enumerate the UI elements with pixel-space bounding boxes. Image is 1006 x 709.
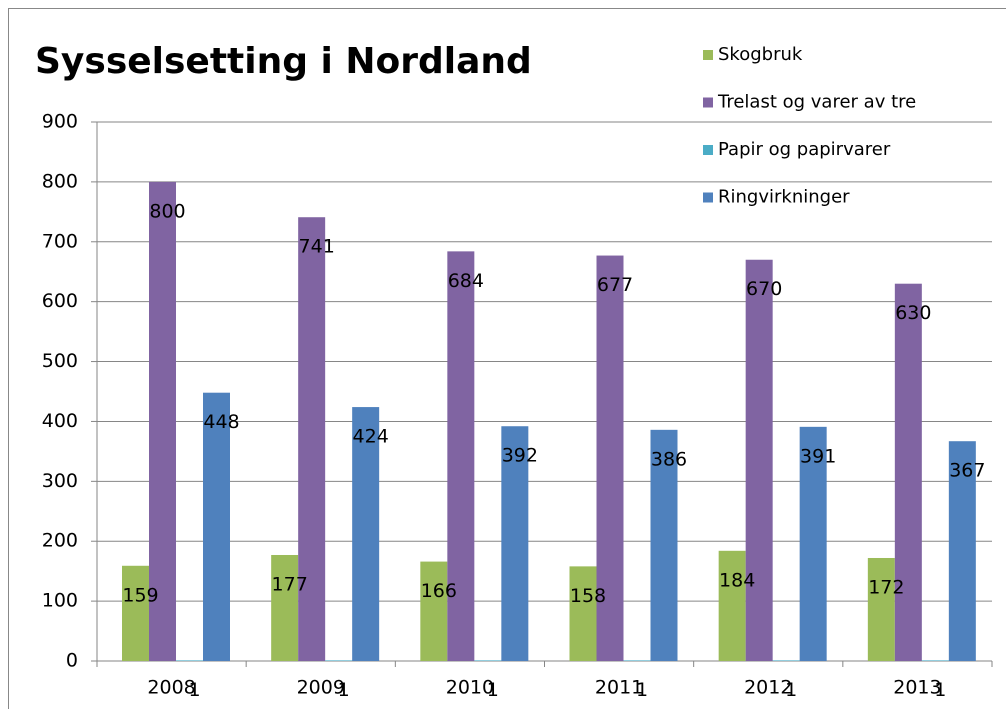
bar bbox=[501, 426, 529, 661]
bar bbox=[623, 660, 651, 661]
bar bbox=[149, 181, 176, 661]
y-tick-label: 600 bbox=[42, 290, 78, 312]
legend-label: Trelast og varer av tre bbox=[717, 92, 916, 113]
data-label: 1 bbox=[785, 679, 797, 701]
data-label: 741 bbox=[299, 236, 335, 258]
data-label: 158 bbox=[570, 585, 606, 607]
data-label: 424 bbox=[353, 426, 389, 448]
legend: Skogbruk Trelast og varer av tre Papir og … bbox=[703, 44, 916, 208]
legend-label: Skogbruk bbox=[718, 44, 803, 65]
data-label: 166 bbox=[421, 580, 457, 602]
data-label: 1 bbox=[188, 679, 200, 701]
data-label: 670 bbox=[746, 278, 782, 300]
x-tick-label: 2013 bbox=[893, 677, 941, 699]
bar bbox=[447, 251, 475, 662]
data-label: 172 bbox=[868, 576, 904, 598]
y-tick-label: 0 bbox=[66, 650, 78, 672]
bar bbox=[271, 554, 299, 661]
bar bbox=[122, 565, 149, 661]
x-tick-label: 2009 bbox=[297, 677, 345, 699]
bar bbox=[596, 255, 624, 661]
y-tick-label: 400 bbox=[42, 410, 78, 432]
legend-swatch bbox=[703, 145, 713, 155]
x-tick-label: 2008 bbox=[147, 677, 195, 699]
bar bbox=[298, 217, 326, 661]
data-label: 684 bbox=[448, 270, 484, 292]
bar bbox=[799, 426, 827, 661]
data-label: 1 bbox=[636, 679, 648, 701]
x-tick-label: 2012 bbox=[744, 677, 792, 699]
x-tick-label: 2011 bbox=[595, 677, 643, 699]
legend-label: Ringvirkninger bbox=[718, 187, 850, 208]
bar bbox=[203, 392, 230, 661]
data-label: 392 bbox=[502, 445, 538, 467]
data-label: 677 bbox=[597, 274, 633, 296]
legend-swatch bbox=[703, 192, 713, 203]
data-label: 391 bbox=[800, 445, 836, 467]
bar bbox=[420, 561, 448, 661]
y-tick-label: 800 bbox=[42, 170, 78, 192]
y-tick-label: 500 bbox=[42, 350, 78, 372]
bar bbox=[948, 441, 976, 661]
bar bbox=[718, 550, 746, 661]
data-label: 386 bbox=[651, 448, 687, 470]
data-label: 630 bbox=[895, 302, 931, 324]
bar bbox=[867, 557, 895, 661]
bar bbox=[569, 566, 597, 661]
legend-swatch bbox=[703, 97, 713, 108]
data-label: 1 bbox=[487, 679, 499, 701]
bar bbox=[745, 259, 773, 661]
y-tick-label: 900 bbox=[42, 111, 78, 133]
data-label: 177 bbox=[272, 573, 308, 595]
y-tick-label: 100 bbox=[42, 590, 78, 612]
bar bbox=[772, 660, 800, 661]
bar bbox=[176, 660, 203, 661]
bar bbox=[474, 660, 502, 661]
data-label: 1 bbox=[338, 679, 350, 701]
bar bbox=[894, 283, 922, 661]
x-tick-label: 2010 bbox=[446, 677, 494, 699]
bar bbox=[325, 660, 353, 661]
bar bbox=[921, 660, 949, 661]
bar bbox=[352, 407, 380, 661]
data-label: 184 bbox=[719, 569, 755, 591]
y-tick-label: 700 bbox=[42, 230, 78, 252]
data-label: 367 bbox=[949, 460, 985, 482]
data-label: 1 bbox=[934, 679, 946, 701]
chart-title: Sysselsetting i Nordland bbox=[35, 41, 532, 82]
legend-swatch bbox=[703, 50, 713, 60]
data-label: 800 bbox=[149, 200, 185, 222]
legend-label: Papir og papirvarer bbox=[718, 139, 891, 160]
data-label: 159 bbox=[122, 584, 158, 606]
bar bbox=[650, 429, 678, 661]
y-tick-label: 200 bbox=[42, 530, 78, 552]
y-tick-label: 300 bbox=[42, 470, 78, 492]
data-label: 448 bbox=[203, 411, 239, 433]
